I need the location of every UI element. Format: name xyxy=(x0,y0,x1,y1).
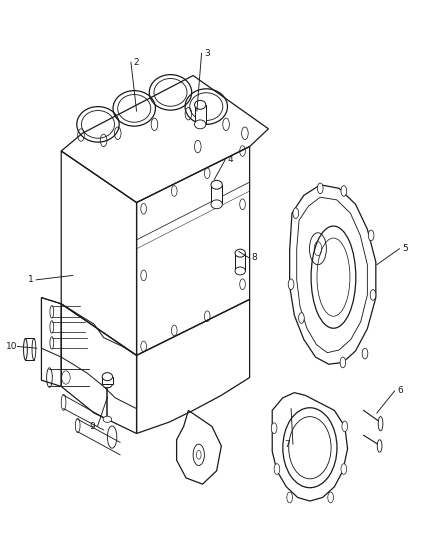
Circle shape xyxy=(271,423,277,433)
Ellipse shape xyxy=(378,417,383,431)
Ellipse shape xyxy=(235,267,245,275)
Text: 10: 10 xyxy=(6,342,18,351)
Ellipse shape xyxy=(102,380,113,388)
Text: 3: 3 xyxy=(205,49,210,58)
Ellipse shape xyxy=(211,180,223,189)
Ellipse shape xyxy=(32,338,36,360)
Ellipse shape xyxy=(103,416,112,423)
Ellipse shape xyxy=(194,100,206,109)
Ellipse shape xyxy=(235,249,245,257)
Circle shape xyxy=(370,289,376,300)
Circle shape xyxy=(368,230,374,241)
FancyBboxPatch shape xyxy=(102,377,113,384)
Circle shape xyxy=(341,464,346,474)
FancyBboxPatch shape xyxy=(235,253,245,271)
Circle shape xyxy=(341,185,346,196)
Circle shape xyxy=(299,313,304,324)
FancyBboxPatch shape xyxy=(194,105,206,124)
FancyBboxPatch shape xyxy=(25,338,34,360)
Circle shape xyxy=(318,183,323,193)
Ellipse shape xyxy=(211,200,223,209)
Text: 7: 7 xyxy=(284,440,290,449)
Text: 9: 9 xyxy=(89,422,95,431)
Circle shape xyxy=(328,492,333,503)
Text: 6: 6 xyxy=(397,386,403,395)
Ellipse shape xyxy=(194,120,206,129)
Text: 1: 1 xyxy=(28,276,33,284)
Text: 4: 4 xyxy=(228,156,233,164)
Text: 2: 2 xyxy=(134,58,139,67)
Text: 5: 5 xyxy=(402,244,408,253)
Circle shape xyxy=(362,348,368,359)
Circle shape xyxy=(342,421,348,432)
Ellipse shape xyxy=(24,338,27,360)
Circle shape xyxy=(288,279,294,289)
Ellipse shape xyxy=(102,373,113,381)
Circle shape xyxy=(293,208,299,219)
Ellipse shape xyxy=(377,440,382,452)
FancyBboxPatch shape xyxy=(211,185,223,204)
Circle shape xyxy=(340,357,346,368)
Circle shape xyxy=(274,464,280,474)
Text: 8: 8 xyxy=(251,253,257,262)
Circle shape xyxy=(287,492,293,503)
